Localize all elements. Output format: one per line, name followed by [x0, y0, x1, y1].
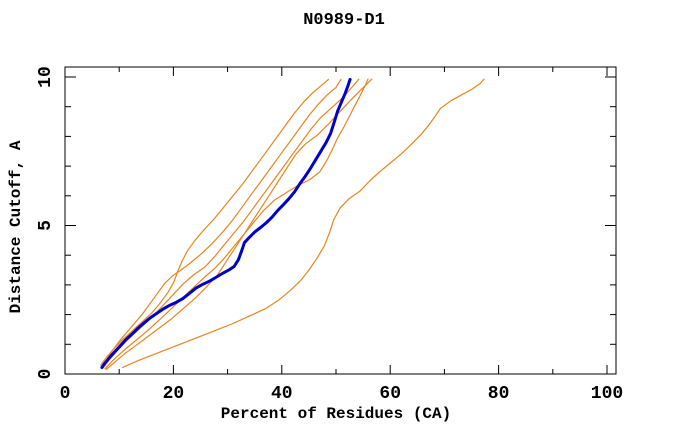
- x-tick-label: 100: [591, 384, 623, 404]
- orange-model-6-outlier: [121, 78, 485, 369]
- x-tick-label: 0: [60, 384, 71, 404]
- orange-model-1: [100, 78, 329, 366]
- x-tick-label: 60: [379, 384, 401, 404]
- highlighted-model-blue: [100, 77, 352, 369]
- x-axis-label: Percent of Residues (CA): [221, 405, 451, 423]
- orange-model-4: [104, 78, 369, 370]
- x-tick-label: 20: [163, 384, 185, 404]
- plot-frame: [64, 66, 617, 375]
- frame-rect: [64, 66, 617, 375]
- axis-ticks: [64, 67, 616, 375]
- y-tick-label: 5: [36, 220, 56, 231]
- y-tick-label: 0: [36, 369, 56, 380]
- y-tick-labels: 0 5 10: [36, 66, 56, 379]
- x-tick-label: 40: [271, 384, 293, 404]
- data-series: [100, 77, 485, 371]
- y-axis-label: Distance Cutoff, A: [7, 140, 25, 313]
- orange-model-2: [101, 78, 342, 368]
- x-tick-labels: 0 20 40 60 80 100: [60, 384, 624, 404]
- chart-title: N0989-D1: [303, 11, 385, 30]
- y-tick-label: 10: [36, 66, 56, 88]
- x-tick-label: 80: [488, 384, 510, 404]
